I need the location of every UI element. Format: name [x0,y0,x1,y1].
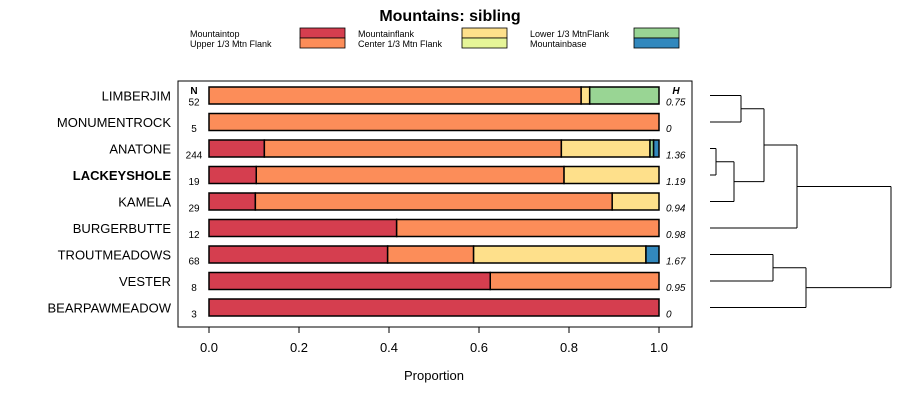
row-label: ANATONE [109,142,171,157]
x-axis-label: Proportion [404,368,464,383]
legend-label: Upper 1/3 Mtn Flank [190,39,272,49]
row-n-value: 244 [186,151,203,162]
row-n-value: 68 [188,257,200,268]
plot-panel [177,80,693,328]
bar-segment-mountaintop [208,192,257,211]
h-column-header: H [672,86,680,97]
bar-segment-upper-1-3-mtn-flank [208,86,582,105]
x-tick-label: 0.2 [290,340,308,355]
x-tick-label: 0.4 [380,340,398,355]
row-n-value: 29 [188,204,200,215]
row-label: KAMELA [118,195,171,210]
bar-segment-mountainflank [472,245,647,264]
row-h-value: 0.75 [666,98,686,109]
legend-label: Center 1/3 Mtn Flank [358,39,443,49]
bar-segment-mountaintop [208,218,398,238]
bar-row: BEARPAWMEADOW 3 0 [47,298,672,321]
bar-segment-mountainbase [652,139,660,158]
row-n-value: 5 [191,124,197,135]
row-label: BEARPAWMEADOW [47,301,171,316]
legend-label: Mountaintop [190,29,240,39]
bar-segment-mountaintop [208,271,491,291]
row-n-value: 8 [191,283,197,294]
bar-segment-mountaintop [208,165,257,185]
bar-segment-upper-1-3-mtn-flank [263,139,563,158]
bar-row: VESTER 8 0.95 [119,271,686,294]
row-h-value: 0.98 [666,230,686,241]
row-n-value: 19 [188,177,200,188]
legend-swatch [461,27,508,39]
legend-swatch [461,37,508,49]
x-axis: 0.0 0.2 0.4 0.6 0.8 1.0 [200,327,668,355]
row-label: MONUMENTROCK [57,115,171,130]
dendrogram [710,95,892,308]
bar-segment-upper-1-3-mtn-flank [208,112,660,132]
bar-segment-upper-1-3-mtn-flank [254,192,613,211]
row-label: LACKEYSHOLE [73,168,172,183]
row-h-value: 0.95 [666,283,686,294]
bar-row: LIMBERJIM 52 0.75 [102,86,686,109]
legend-label: Lower 1/3 MtnFlank [530,29,610,39]
row-h-value: 0 [666,310,672,321]
x-tick-label: 0.6 [470,340,488,355]
bar-row: KAMELA 29 0.94 [118,192,686,215]
bar-row: BURGERBUTTE 12 0.98 [73,218,686,241]
bar-segment-upper-1-3-mtn-flank [255,165,565,185]
bar-segment-mountainbase [645,245,660,264]
row-n-value: 12 [188,230,200,241]
row-label: BURGERBUTTE [73,221,172,236]
chart-title: Mountains: sibling [379,8,520,25]
legend-swatch [633,37,680,49]
bar-segment-mountaintop [208,298,660,317]
bar-row: TROUTMEADOWS 68 1.67 [58,245,686,268]
x-tick-label: 0.8 [560,340,578,355]
bar-segment-upper-1-3-mtn-flank [489,271,660,291]
row-h-value: 0.94 [666,204,686,215]
bar-row: ANATONE 244 1.36 [109,139,686,162]
legend-label: Mountainflank [358,29,415,39]
n-column-header: N [190,86,197,97]
bar-row: MONUMENTROCK 5 0 [57,112,672,135]
bar-segment-lower-1-3-mtnflank [588,86,660,105]
legend-label: Mountainbase [530,39,587,49]
bar-segment-mountaintop [208,139,266,158]
x-tick-label: 0.0 [200,340,218,355]
legend-swatch [299,37,346,49]
bar-segment-upper-1-3-mtn-flank [386,245,475,264]
bar-segment-mountainflank [580,86,591,105]
legend-swatch [633,27,680,39]
bar-segment-mountainflank [611,192,660,211]
row-label: LIMBERJIM [102,89,171,104]
bar-segment-mountainflank [560,139,651,158]
row-h-value: 1.36 [666,151,686,162]
bar-segment-mountainflank [563,165,660,185]
row-label: TROUTMEADOWS [58,248,172,263]
row-label: VESTER [119,274,171,289]
bar-row: LACKEYSHOLE 19 1.19 [73,165,686,188]
bar-segment-upper-1-3-mtn-flank [395,218,660,238]
legend-swatch [299,27,346,39]
row-n-value: 52 [188,98,200,109]
row-n-value: 3 [191,310,197,321]
bar-rows: LIMBERJIM 52 0.75 MONUMENTROCK 5 0 ANATONE 244 1… [47,86,686,321]
row-h-value: 1.67 [666,257,686,268]
row-h-value: 0 [666,124,672,135]
x-tick-label: 1.0 [650,340,668,355]
row-h-value: 1.19 [666,177,686,188]
bar-segment-mountaintop [208,245,389,264]
